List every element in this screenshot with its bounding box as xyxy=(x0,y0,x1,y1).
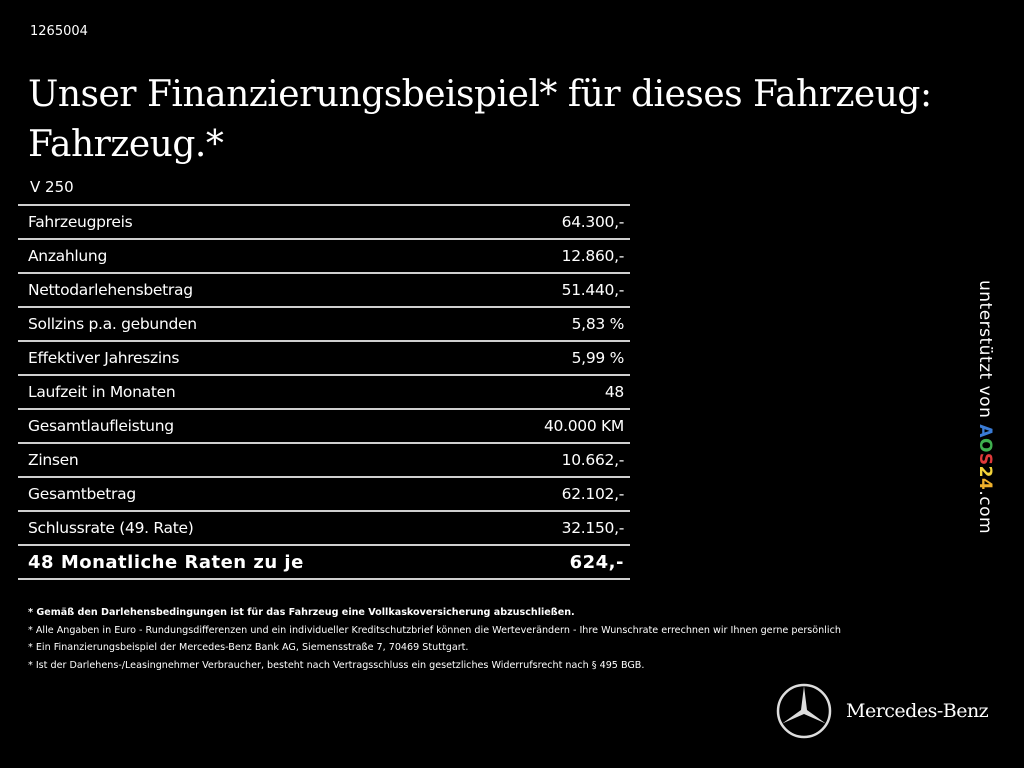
aos24-letter: 4 xyxy=(975,477,995,491)
row-label: Gesamtbetrag xyxy=(18,476,479,511)
side-suffix: .com xyxy=(975,490,995,535)
table-row: Gesamtlaufleistung 40.000 KM xyxy=(18,408,630,443)
row-value: 5,83 % xyxy=(478,306,630,341)
row-label: Gesamtlaufleistung xyxy=(18,408,479,443)
table-row: Laufzeit in Monaten 48 xyxy=(18,374,630,409)
side-prefix: unterstützt von xyxy=(975,280,995,425)
table-row: Effektiver Jahreszins 5,99 % xyxy=(18,340,630,375)
row-value: 10.662,- xyxy=(478,442,630,477)
row-label: Anzahlung xyxy=(18,238,479,273)
row-label: Nettodarlehensbetrag xyxy=(18,272,479,307)
total-row: 48 Monatliche Raten zu je 624,- xyxy=(18,544,630,580)
title-line-1: Unser Finanzierungsbeispiel* für dieses … xyxy=(28,74,932,115)
table-row: Zinsen 10.662,- xyxy=(18,442,630,477)
footnote: * Ist der Darlehens-/Leasingnehmer Verbr… xyxy=(28,659,645,671)
mercedes-benz-logo: Mercedes-Benz xyxy=(776,683,989,739)
total-label: 48 Monatliche Raten zu je xyxy=(18,544,479,580)
model-name: V 250 xyxy=(30,178,74,196)
footnote: * Alle Angaben in Euro - Rundungsdiffere… xyxy=(28,624,841,636)
page-title: Unser Finanzierungsbeispiel* für dieses … xyxy=(28,70,932,170)
finance-table: Fahrzeugpreis 64.300,- Anzahlung 12.860,- Ne… xyxy=(18,204,630,580)
brand-name: Mercedes-Benz xyxy=(846,700,989,722)
row-label: Fahrzeugpreis xyxy=(18,204,479,239)
aos24-letter: O xyxy=(975,437,995,453)
aos24-letter: S xyxy=(975,452,995,466)
table-row: Gesamtbetrag 62.102,- xyxy=(18,476,630,511)
aos24-letter: A xyxy=(975,424,995,438)
row-label: Sollzins p.a. gebunden xyxy=(18,306,479,341)
footnote: * Ein Finanzierungsbeispiel der Mercedes… xyxy=(28,642,469,653)
row-value: 62.102,- xyxy=(478,476,630,511)
row-label: Zinsen xyxy=(18,442,479,477)
row-value: 5,99 % xyxy=(478,340,630,375)
table-row: Anzahlung 12.860,- xyxy=(18,238,630,273)
row-value: 64.300,- xyxy=(478,204,630,239)
title-line-2: Fahrzeug.* xyxy=(28,124,224,165)
total-value: 624,- xyxy=(478,544,630,580)
row-value: 40.000 KM xyxy=(478,408,630,443)
row-label: Effektiver Jahreszins xyxy=(18,340,479,375)
row-label: Laufzeit in Monaten xyxy=(18,374,479,409)
vehicle-code: 1265004 xyxy=(30,24,88,39)
table-row: Fahrzeugpreis 64.300,- xyxy=(18,204,630,239)
footnotes: * Gemäß den Darlehensbedingungen ist für… xyxy=(28,604,841,674)
aos24-letter: 2 xyxy=(975,465,995,478)
mercedes-star-icon xyxy=(776,683,832,739)
table-row: Nettodarlehensbetrag 51.440,- xyxy=(18,272,630,307)
footnote: * Gemäß den Darlehensbedingungen ist für… xyxy=(28,607,575,618)
supported-by-label: unterstützt von AOS24.com xyxy=(975,280,995,534)
row-label: Schlussrate (49. Rate) xyxy=(18,510,479,545)
row-value: 12.860,- xyxy=(478,238,630,273)
table-row: Schlussrate (49. Rate) 32.150,- xyxy=(18,510,630,545)
row-value: 32.150,- xyxy=(478,510,630,545)
row-value: 51.440,- xyxy=(478,272,630,307)
table-row: Sollzins p.a. gebunden 5,83 % xyxy=(18,306,630,341)
row-value: 48 xyxy=(478,374,630,409)
